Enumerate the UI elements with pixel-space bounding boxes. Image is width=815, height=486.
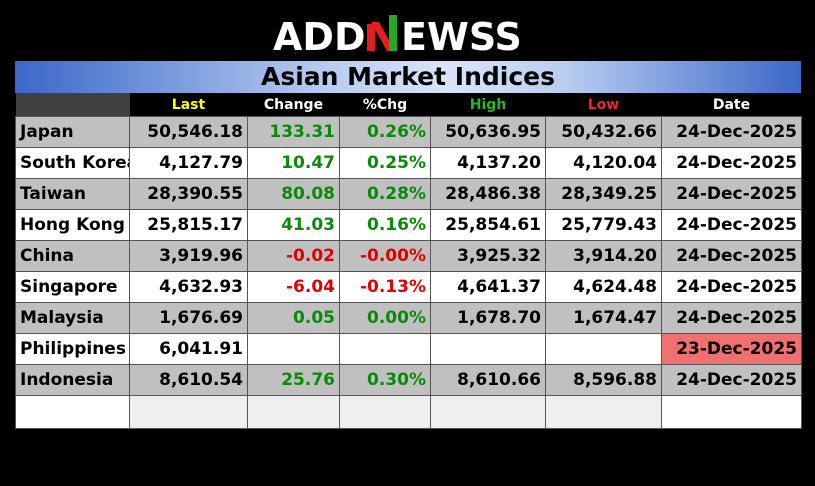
table-row: Hong Kong 25,815.17 41.03 0.16% 25,854.61 25,… (15, 209, 802, 241)
last-cell: 1,676.69 (129, 302, 248, 334)
high-cell: 1,678.70 (430, 302, 546, 334)
header-high: High (430, 93, 546, 117)
index-name-cell: Malaysia (15, 302, 130, 334)
indices-table: Last Change %Chg High Low Date Japan 50,5… (15, 93, 802, 429)
last-cell: 50,546.18 (129, 116, 248, 148)
addnewss-logo-icon: ADD EWSS (273, 15, 522, 58)
header-pct-change: %Chg (339, 93, 431, 117)
last-cell: 3,919.96 (129, 240, 248, 272)
svg-text:EWSS: EWSS (401, 15, 522, 58)
change-cell: -0.02 (247, 240, 340, 272)
change-cell: 10.47 (247, 147, 340, 179)
empty-row (15, 395, 802, 429)
last-cell: 4,127.79 (129, 147, 248, 179)
empty-cell (661, 395, 802, 429)
header-date: Date (661, 93, 802, 117)
pct-change-cell: 0.30% (339, 364, 431, 396)
date-cell: 24-Dec-2025 (661, 116, 802, 148)
high-cell: 8,610.66 (430, 364, 546, 396)
high-cell: 4,137.20 (430, 147, 546, 179)
index-name-cell: Indonesia (15, 364, 130, 396)
low-cell (545, 333, 662, 365)
pct-change-cell: 0.00% (339, 302, 431, 334)
change-cell: 80.08 (247, 178, 340, 210)
table-row: Indonesia 8,610.54 25.76 0.30% 8,610.66 8,596… (15, 364, 802, 396)
change-cell: -6.04 (247, 271, 340, 303)
date-cell: 24-Dec-2025 (661, 271, 802, 303)
table-row: Malaysia 1,676.69 0.05 0.00% 1,678.70 1,674.4… (15, 302, 802, 334)
index-name-cell: China (15, 240, 130, 272)
last-cell: 28,390.55 (129, 178, 248, 210)
date-cell: 24-Dec-2025 (661, 364, 802, 396)
low-cell: 25,779.43 (545, 209, 662, 241)
pct-change-cell: 0.26% (339, 116, 431, 148)
index-name-cell: Philippines (15, 333, 130, 365)
table-row: Taiwan 28,390.55 80.08 0.28% 28,486.38 28,349… (15, 178, 802, 210)
date-cell: 24-Dec-2025 (661, 147, 802, 179)
last-cell: 6,041.91 (129, 333, 248, 365)
empty-cell (545, 395, 662, 429)
header-last: Last (129, 93, 248, 117)
date-cell: 24-Dec-2025 (661, 302, 802, 334)
low-cell: 50,432.66 (545, 116, 662, 148)
empty-cell (15, 395, 130, 429)
date-cell: 23-Dec-2025 (661, 333, 802, 365)
high-cell: 50,636.95 (430, 116, 546, 148)
date-cell: 24-Dec-2025 (661, 240, 802, 272)
table-row: Philippines 6,041.91 23-Dec-2025 (15, 333, 802, 365)
index-name-cell: South Korea (15, 147, 130, 179)
empty-cell (129, 395, 248, 429)
pct-change-cell: 0.16% (339, 209, 431, 241)
low-cell: 4,624.48 (545, 271, 662, 303)
svg-text:ADD: ADD (273, 15, 366, 58)
pct-change-cell (339, 333, 431, 365)
low-cell: 28,349.25 (545, 178, 662, 210)
pct-change-cell: 0.25% (339, 147, 431, 179)
pct-change-cell: -0.00% (339, 240, 431, 272)
header-row: Last Change %Chg High Low Date (15, 93, 802, 117)
low-cell: 1,674.47 (545, 302, 662, 334)
page-title: Asian Market Indices (15, 61, 801, 93)
empty-cell (247, 395, 340, 429)
high-cell: 3,925.32 (430, 240, 546, 272)
last-cell: 25,815.17 (129, 209, 248, 241)
change-cell (247, 333, 340, 365)
header-low: Low (545, 93, 662, 117)
high-cell: 28,486.38 (430, 178, 546, 210)
change-cell: 41.03 (247, 209, 340, 241)
pct-change-cell: 0.28% (339, 178, 431, 210)
change-cell: 0.05 (247, 302, 340, 334)
high-cell: 4,641.37 (430, 271, 546, 303)
change-cell: 133.31 (247, 116, 340, 148)
header-name (15, 93, 130, 117)
high-cell (430, 333, 546, 365)
table-row: Japan 50,546.18 133.31 0.26% 50,636.95 50,432… (15, 116, 802, 148)
pct-change-cell: -0.13% (339, 271, 431, 303)
table-row: China 3,919.96 -0.02 -0.00% 3,925.32 3,914.20… (15, 240, 802, 272)
date-cell: 24-Dec-2025 (661, 209, 802, 241)
index-name-cell: Singapore (15, 271, 130, 303)
table-row: South Korea 4,127.79 10.47 0.25% 4,137.20 4,1… (15, 147, 802, 179)
empty-cell (339, 395, 431, 429)
low-cell: 3,914.20 (545, 240, 662, 272)
low-cell: 4,120.04 (545, 147, 662, 179)
last-cell: 4,632.93 (129, 271, 248, 303)
index-name-cell: Japan (15, 116, 130, 148)
last-cell: 8,610.54 (129, 364, 248, 396)
date-cell: 24-Dec-2025 (661, 178, 802, 210)
header-change: Change (247, 93, 340, 117)
index-name-cell: Taiwan (15, 178, 130, 210)
empty-cell (430, 395, 546, 429)
table-row: Singapore 4,632.93 -6.04 -0.13% 4,641.37 4,62… (15, 271, 802, 303)
change-cell: 25.76 (247, 364, 340, 396)
low-cell: 8,596.88 (545, 364, 662, 396)
high-cell: 25,854.61 (430, 209, 546, 241)
index-name-cell: Hong Kong (15, 209, 130, 241)
brand-logo: ADD EWSS (0, 10, 815, 58)
